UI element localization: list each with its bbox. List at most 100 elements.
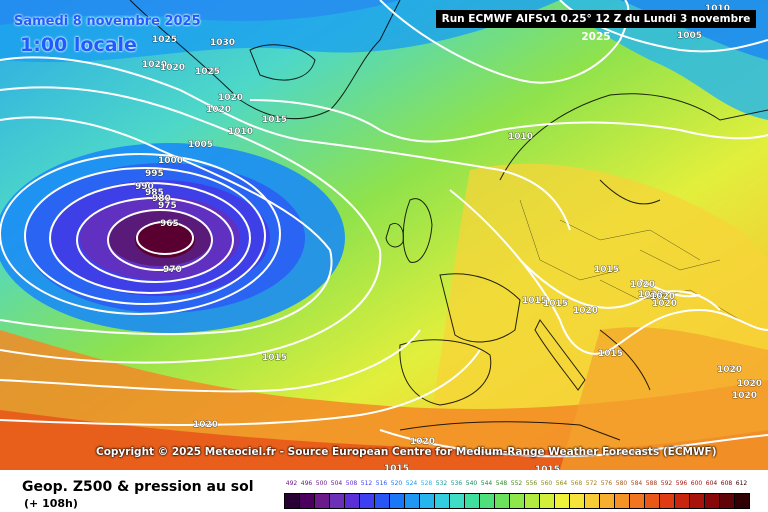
isobar-label: 1020 [142, 60, 167, 70]
colorbar-swatch [299, 493, 315, 509]
baltic-coast [599, 179, 661, 205]
colorbar-label: 540 [465, 480, 478, 487]
france-coast [439, 273, 521, 343]
colorbar-swatch [389, 493, 405, 509]
copyright-text: Copyright © 2025 Meteociel.fr - Source E… [96, 446, 717, 458]
ireland-coast [385, 223, 404, 248]
isobar-label: 1015 [262, 353, 287, 363]
africa-coast [399, 421, 621, 441]
isobar-label: 1015 [543, 299, 568, 309]
isobar-label: 1010 [705, 4, 730, 14]
weather-map: 1025 1030 1025 1020 1020 1020 1020 1015 … [0, 0, 768, 470]
isobar-label: 1025 [195, 67, 220, 77]
colorbar-label: 600 [690, 480, 703, 487]
colorbar-swatch [479, 493, 495, 509]
colorbar-label: 512 [360, 480, 373, 487]
colorbar-label: 572 [585, 480, 598, 487]
colorbar-label: 516 [375, 480, 388, 487]
coastlines [129, 0, 768, 441]
isobar-label: 1015 [594, 265, 619, 275]
isobar-label: 1020 [732, 391, 757, 401]
footer-title: Geop. Z500 & pression au sol [22, 479, 254, 495]
isobar-label: 1020 [206, 105, 231, 115]
colorbar-swatch [734, 493, 750, 509]
run-info-bar: Run ECMWF AIFSv1 0.25° 12 Z du Lundi 3 n… [436, 10, 756, 43]
colorbar-label: 504 [330, 480, 343, 487]
colorbar-swatch [704, 493, 720, 509]
iceland-coast [249, 44, 316, 81]
isobar-label: 1020 [218, 93, 243, 103]
isobar-label: 1015 [522, 296, 547, 306]
colorbar-swatch [569, 493, 585, 509]
isobar-labels: 1025 1030 1025 1020 1020 1020 1020 1015 … [135, 4, 763, 470]
colorbar-swatch [464, 493, 480, 509]
italy-coast [534, 319, 586, 391]
scandinavia-coast [499, 93, 768, 181]
colorbar-swatch [674, 493, 690, 509]
colorbar-label: 576 [600, 480, 613, 487]
colorbar-swatch [644, 493, 660, 509]
colorbar-swatch [524, 493, 540, 509]
colorbar-swatch [689, 493, 705, 509]
colorbar-legend: 492 496 500 504 508 512 516 520 524 528 532 536 540 5… [284, 480, 752, 509]
isobar-label: 995 [145, 169, 164, 179]
colorbar-label: 496 [300, 480, 313, 487]
isobar-label: 1005 [677, 31, 702, 41]
colorbar-label: 560 [540, 480, 553, 487]
isobar-label: 1010 [508, 132, 533, 142]
forecast-time: 1:00 locale [20, 34, 137, 56]
isobar-label: 1020 [652, 299, 677, 309]
colorbar-label: 536 [450, 480, 463, 487]
colorbar-label: 548 [495, 480, 508, 487]
colorbar-swatch [374, 493, 390, 509]
colorbar-label: 584 [630, 480, 643, 487]
balkans-coast [599, 329, 651, 391]
colorbar-label: 608 [720, 480, 733, 487]
colorbar-label: 544 [480, 480, 493, 487]
isobar-label: 1020 [638, 290, 663, 300]
colorbar-swatch [359, 493, 375, 509]
colorbar-label: 596 [675, 480, 688, 487]
colorbar-swatch [494, 493, 510, 509]
colorbar-swatch [614, 493, 630, 509]
britain-coast [402, 198, 433, 263]
colorbar-swatch [344, 493, 360, 509]
colorbar-swatch [314, 493, 330, 509]
isobar-label: 1020 [193, 420, 218, 430]
isobar-label: 1020 [737, 379, 762, 389]
isobar-label: 965 [160, 219, 179, 229]
colorbar-label: 592 [660, 480, 673, 487]
colorbar-label: 500 [315, 480, 328, 487]
colorbar-label: 492 [285, 480, 298, 487]
isobar-label: 1020 [630, 280, 655, 290]
colorbar-label: 520 [390, 480, 403, 487]
colorbar-swatch [554, 493, 570, 509]
colorbar-swatch [434, 493, 450, 509]
colorbar-label: 604 [705, 480, 718, 487]
isobar-label: 1020 [160, 63, 185, 73]
isobar-label: 1005 [188, 140, 213, 150]
colorbar-swatch [629, 493, 645, 509]
isobar-label: 1015 [384, 464, 409, 470]
isobar-label: 1020 [410, 437, 435, 447]
colorbar-swatch [419, 493, 435, 509]
isobar-label: 975 [158, 201, 177, 211]
z500-cold-band-top [0, 0, 400, 25]
colorbar-swatch [404, 493, 420, 509]
colorbar-label: 532 [435, 480, 448, 487]
colorbar-label: 588 [645, 480, 658, 487]
low-core [135, 222, 195, 258]
colorbar-label: 556 [525, 480, 538, 487]
colorbar-swatch [584, 493, 600, 509]
isobar-label: 980 [152, 194, 171, 204]
isobar-label: 1015 [262, 115, 287, 125]
colorbar-label: 528 [420, 480, 433, 487]
isobar-label: 1030 [210, 38, 235, 48]
z500-cold-band [0, 0, 560, 63]
isobar-label: 1020 [717, 365, 742, 375]
isobar-label: 985 [145, 188, 164, 198]
iberia-coast [399, 339, 492, 406]
isobar-label: 1015 [598, 349, 623, 359]
isobar-label: 1010 [228, 127, 253, 137]
colorbar-label: 552 [510, 480, 523, 487]
